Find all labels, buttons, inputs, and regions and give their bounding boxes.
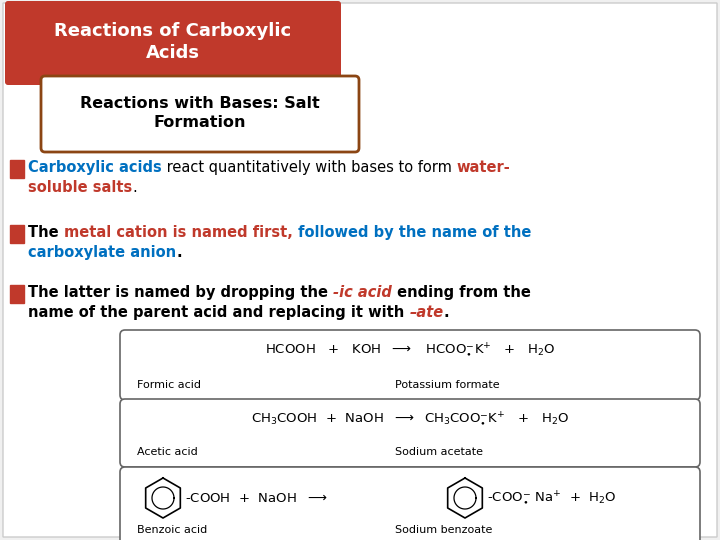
- Text: Reactions of Carboxylic
Acids: Reactions of Carboxylic Acids: [55, 22, 292, 62]
- Text: .: .: [132, 180, 137, 195]
- Text: followed by the name of the: followed by the name of the: [292, 225, 531, 240]
- Text: soluble salts: soluble salts: [28, 180, 132, 195]
- Text: The latter is named by dropping the: The latter is named by dropping the: [28, 285, 333, 300]
- Text: Potassium formate: Potassium formate: [395, 380, 500, 390]
- Text: -ic acid: -ic acid: [333, 285, 392, 300]
- Bar: [10, 160, 24, 178]
- Bar: [10, 225, 24, 243]
- Text: metal cation is named first,: metal cation is named first,: [64, 225, 292, 240]
- Text: Acetic acid: Acetic acid: [137, 447, 198, 457]
- Text: HCOOH   +   KOH  $\longrightarrow$   HCOO$_{\bullet}^{-}$K$^{+}$   +   H$_2$O: HCOOH + KOH $\longrightarrow$ HCOO$_{\bu…: [265, 342, 555, 358]
- Text: .: .: [176, 245, 181, 260]
- Text: react quantitatively with bases to form: react quantitatively with bases to form: [162, 160, 456, 175]
- Text: The: The: [28, 225, 64, 240]
- FancyBboxPatch shape: [3, 3, 717, 537]
- Text: Formic acid: Formic acid: [137, 380, 201, 390]
- Text: .: .: [444, 305, 449, 320]
- FancyBboxPatch shape: [41, 76, 359, 152]
- FancyBboxPatch shape: [120, 467, 700, 540]
- Text: ending from the: ending from the: [392, 285, 531, 300]
- Text: Sodium acetate: Sodium acetate: [395, 447, 483, 457]
- Text: –ate: –ate: [410, 305, 444, 320]
- Text: water-: water-: [456, 160, 510, 175]
- Text: name of the parent acid and replacing it with: name of the parent acid and replacing it…: [28, 305, 410, 320]
- Text: Carboxylic acids: Carboxylic acids: [28, 160, 162, 175]
- Text: Sodium benzoate: Sodium benzoate: [395, 525, 492, 535]
- Text: Reactions with Bases: Salt
Formation: Reactions with Bases: Salt Formation: [80, 96, 320, 130]
- Text: -COO$_{\bullet}^{-}$ Na$^{+}$  +  H$_2$O: -COO$_{\bullet}^{-}$ Na$^{+}$ + H$_2$O: [487, 490, 616, 506]
- FancyBboxPatch shape: [120, 330, 700, 400]
- FancyBboxPatch shape: [5, 1, 341, 85]
- Bar: [10, 285, 24, 303]
- Text: carboxylate anion: carboxylate anion: [28, 245, 176, 260]
- FancyBboxPatch shape: [120, 399, 700, 467]
- Text: Benzoic acid: Benzoic acid: [137, 525, 207, 535]
- Text: CH$_3$COOH  +  NaOH  $\longrightarrow$  CH$_3$COO$_{\bullet}^{-}$K$^{+}$   +   H: CH$_3$COOH + NaOH $\longrightarrow$ CH$_…: [251, 411, 570, 427]
- Text: -COOH  +  NaOH  $\longrightarrow$: -COOH + NaOH $\longrightarrow$: [185, 491, 328, 504]
